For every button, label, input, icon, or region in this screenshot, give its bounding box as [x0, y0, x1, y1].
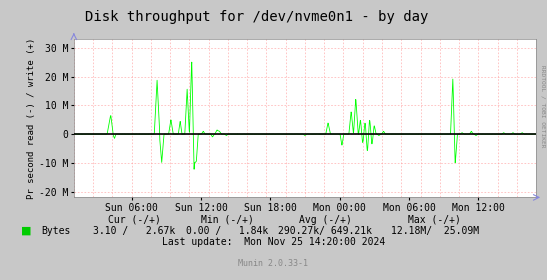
Text: Disk throughput for /dev/nvme0n1 - by day: Disk throughput for /dev/nvme0n1 - by da…	[85, 10, 429, 24]
Y-axis label: Pr second read (-) / write (+): Pr second read (-) / write (+)	[27, 38, 36, 199]
Text: 0.00 /   1.84k: 0.00 / 1.84k	[186, 226, 268, 236]
Text: Max (-/+): Max (-/+)	[409, 215, 461, 225]
Text: 3.10 /   2.67k: 3.10 / 2.67k	[93, 226, 175, 236]
Text: Munin 2.0.33-1: Munin 2.0.33-1	[238, 259, 309, 268]
Text: Min (-/+): Min (-/+)	[201, 215, 253, 225]
Text: 12.18M/  25.09M: 12.18M/ 25.09M	[391, 226, 479, 236]
Text: 290.27k/ 649.21k: 290.27k/ 649.21k	[278, 226, 373, 236]
Text: Avg (-/+): Avg (-/+)	[299, 215, 352, 225]
Text: ■: ■	[21, 226, 31, 236]
Text: Bytes: Bytes	[41, 226, 71, 236]
Text: RRDTOOL / TOBI OETIKER: RRDTOOL / TOBI OETIKER	[541, 65, 546, 148]
Text: Cur (-/+): Cur (-/+)	[108, 215, 160, 225]
Text: Last update:  Mon Nov 25 14:20:00 2024: Last update: Mon Nov 25 14:20:00 2024	[162, 237, 385, 247]
